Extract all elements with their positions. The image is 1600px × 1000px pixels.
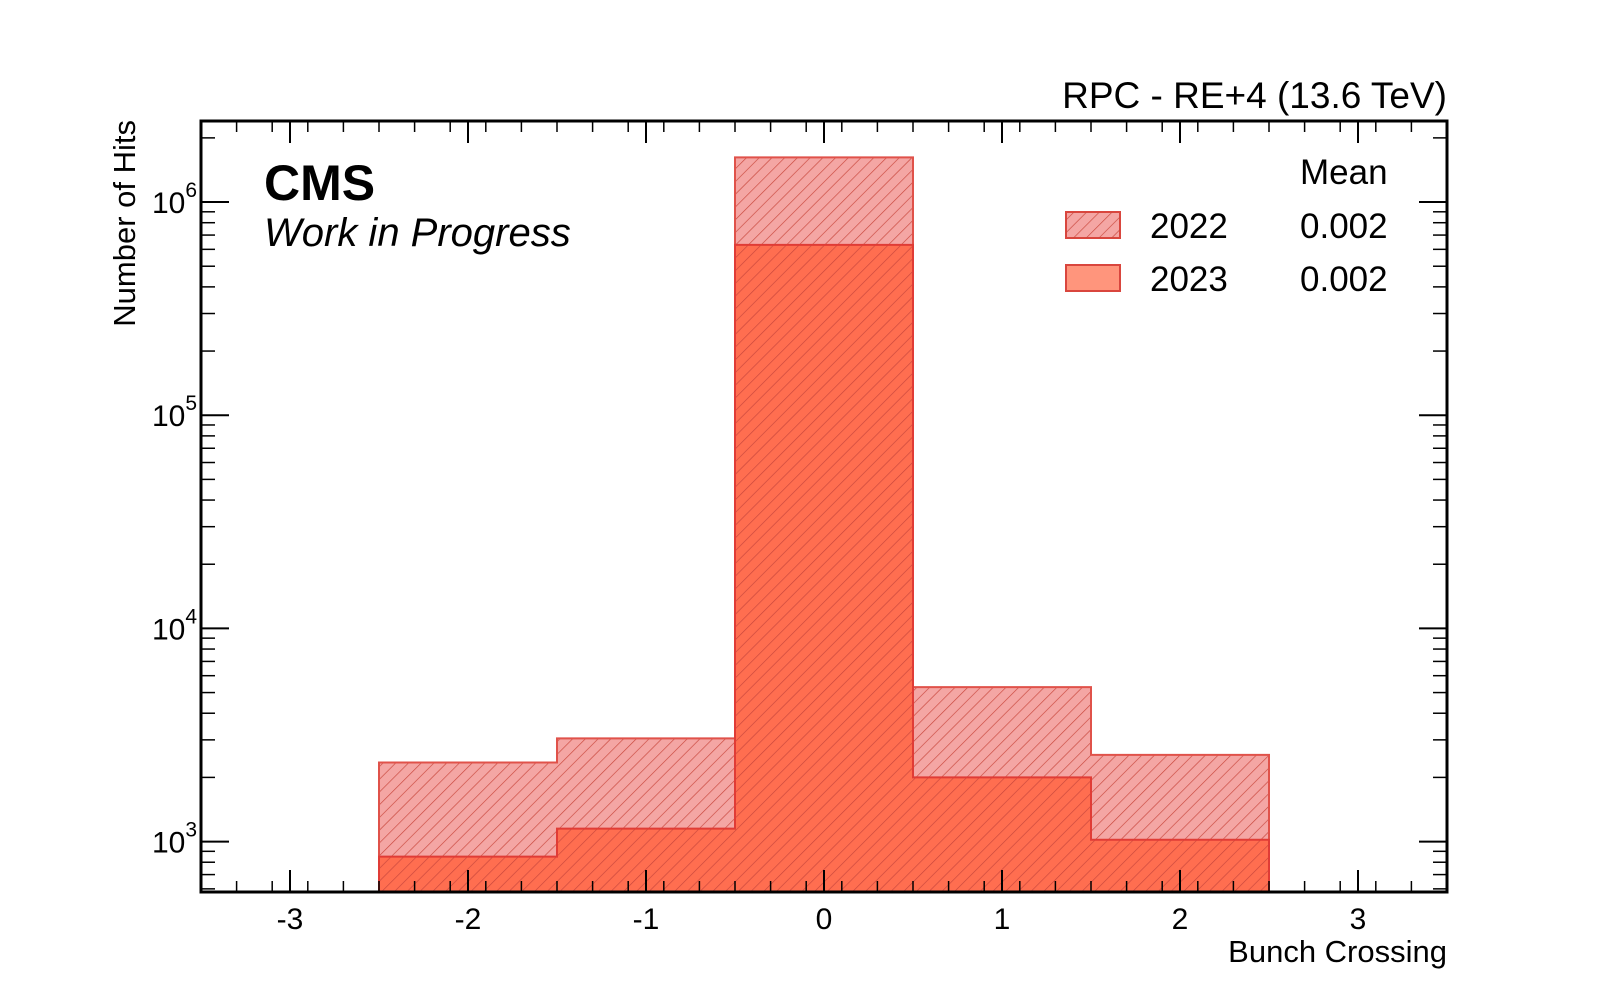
legend-swatch-2023 (1065, 264, 1121, 292)
x-tick-label-6: 3 (1350, 903, 1367, 936)
legend: Mean 2022 0.002 2023 0.002 (1065, 153, 1388, 299)
legend-swatch-2022-hatch (1066, 212, 1120, 238)
x-tick-label-0: -3 (277, 903, 304, 936)
status-label: Work in Progress (264, 211, 571, 255)
legend-entry-2023: 2023 0.002 (1065, 260, 1388, 299)
legend-mean-2022: 0.002 (1300, 207, 1388, 246)
legend-mean-2023: 0.002 (1300, 260, 1388, 299)
legend-entry-2022: 2022 0.002 (1065, 207, 1388, 246)
series-outline-2022 (378, 156, 1270, 892)
bar-2022-hatch-bin-3 (913, 687, 1091, 892)
y-axis-label: Number of Hits (107, 120, 142, 327)
bar-2022-hatch-bin-4 (1091, 754, 1269, 892)
y-tick-label-2: 105 (152, 392, 197, 433)
y-tick-label-0: 103 (152, 819, 197, 860)
y-tick-exponent-1: 4 (185, 605, 197, 628)
chart-title: RPC - RE+4 (13.6 TeV) (1062, 75, 1447, 116)
bar-2022-hatch-bin-1 (557, 738, 735, 892)
series-outline-2023 (378, 243, 1270, 892)
x-tick-label-3: 0 (816, 903, 833, 936)
y-tick-exponent-2: 5 (185, 392, 197, 415)
y-tick-label-1: 104 (152, 605, 197, 646)
x-tick-label-1: -2 (455, 903, 482, 936)
x-axis-label: Bunch Crossing (1228, 934, 1447, 969)
legend-label-2023: 2023 (1150, 260, 1228, 299)
bar-2022-hatch-bin-2 (735, 157, 913, 892)
x-tick-label-2: -1 (633, 903, 660, 936)
y-tick-exponent-0: 3 (185, 819, 197, 842)
x-tick-label-4: 1 (994, 903, 1011, 936)
legend-label-2022: 2022 (1150, 207, 1228, 246)
legend-header: Mean (1300, 153, 1388, 192)
cms-label: CMS (264, 155, 375, 211)
y-tick-exponent-3: 6 (185, 179, 197, 202)
y-tick-label-3: 106 (152, 179, 197, 220)
x-tick-label-5: 2 (1172, 903, 1189, 936)
